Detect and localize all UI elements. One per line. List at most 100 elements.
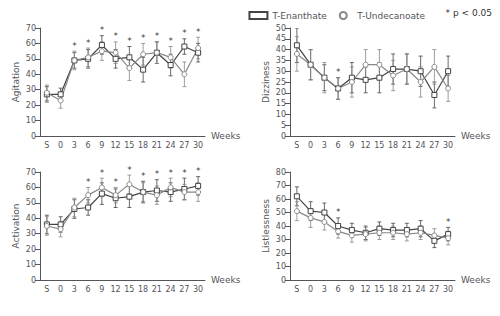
svg-text:12: 12 [111,285,121,294]
svg-text:30: 30 [26,85,36,94]
svg-text:*: * [155,169,160,179]
svg-text:*: * [446,217,451,227]
svg-text:Listlessness: Listlessness [261,199,271,253]
svg-text:0: 0 [308,141,313,150]
svg-text:0: 0 [308,285,313,294]
svg-text:12: 12 [361,285,371,294]
svg-text:50: 50 [26,54,36,63]
svg-text:15: 15 [374,285,384,294]
svg-text:45: 45 [276,34,286,43]
svg-text:Weeks: Weeks [211,275,241,285]
svg-text:*: * [168,168,173,178]
svg-text:27: 27 [179,141,189,150]
svg-text:10: 10 [276,262,286,271]
svg-text:30: 30 [276,67,286,76]
svg-text:*: * [86,177,91,187]
svg-text:3: 3 [72,141,77,150]
svg-text:20: 20 [26,101,36,110]
svg-text:S: S [44,141,49,150]
svg-text:*: * [72,41,77,51]
svg-text:6: 6 [336,141,341,150]
svg-text:0: 0 [281,276,286,285]
svg-text:10: 10 [276,110,286,119]
svg-text:3: 3 [72,285,77,294]
svg-text:40: 40 [26,214,36,223]
svg-text:70: 70 [26,168,36,177]
svg-text:15: 15 [276,99,286,108]
svg-text:9: 9 [99,285,104,294]
svg-text:3: 3 [322,141,327,150]
svg-text:40: 40 [26,70,36,79]
svg-text:30: 30 [443,285,453,294]
svg-text:50: 50 [26,198,36,207]
svg-text:50: 50 [276,208,286,217]
svg-text:S: S [294,285,299,294]
svg-text:15: 15 [124,285,134,294]
svg-text:S: S [44,285,49,294]
svg-text:80: 80 [276,168,286,177]
svg-text:*: * [182,28,187,38]
svg-text:*: * [196,27,201,37]
svg-text:70: 70 [276,181,286,190]
svg-text:24: 24 [166,141,176,150]
svg-text:Dizziness: Dizziness [261,61,271,103]
svg-text:0: 0 [58,141,63,150]
svg-text:25: 25 [276,78,286,87]
svg-text:Agitation: Agitation [11,62,21,103]
svg-text:10: 10 [26,260,36,269]
svg-text:*: * [168,36,173,46]
svg-text:30: 30 [276,235,286,244]
svg-text:24: 24 [166,285,176,294]
svg-text:9: 9 [349,285,354,294]
svg-text:*: * [113,31,118,41]
svg-text:Weeks: Weeks [461,275,491,285]
svg-text:3: 3 [322,285,327,294]
svg-text:5: 5 [281,121,286,130]
svg-text:*: * [100,25,105,35]
svg-text:27: 27 [429,141,439,150]
svg-text:70: 70 [26,24,36,33]
svg-text:18: 18 [138,285,148,294]
svg-text:10: 10 [26,116,36,125]
svg-text:*: * [141,33,146,43]
svg-text:35: 35 [276,56,286,65]
svg-text:*: * [86,38,91,48]
svg-text:18: 18 [388,285,398,294]
svg-text:*: * [196,166,201,176]
svg-text:*: * [336,67,341,77]
svg-text:60: 60 [26,39,36,48]
svg-text:21: 21 [402,285,412,294]
svg-text:20: 20 [26,245,36,254]
svg-text:30: 30 [26,229,36,238]
svg-text:18: 18 [388,141,398,150]
svg-text:24: 24 [416,141,426,150]
svg-text:15: 15 [374,141,384,150]
svg-text:40: 40 [276,222,286,231]
svg-text:6: 6 [86,141,91,150]
svg-text:60: 60 [276,195,286,204]
svg-text:60: 60 [26,183,36,192]
svg-text:21: 21 [402,141,412,150]
svg-text:*: * [100,168,105,178]
svg-text:27: 27 [179,285,189,294]
svg-text:12: 12 [361,141,371,150]
svg-text:30: 30 [193,285,203,294]
svg-text:21: 21 [152,285,162,294]
svg-text:9: 9 [99,141,104,150]
svg-text:30: 30 [443,141,453,150]
svg-text:0: 0 [58,285,63,294]
svg-text:Activation: Activation [11,203,21,248]
svg-text:*: * [182,168,187,178]
svg-text:*: * [127,36,132,46]
svg-text:50: 50 [276,24,286,33]
svg-text:S: S [294,141,299,150]
svg-text:20: 20 [276,88,286,97]
svg-text:27: 27 [429,285,439,294]
svg-text:6: 6 [336,285,341,294]
svg-text:18: 18 [138,141,148,150]
svg-text:Weeks: Weeks [211,131,241,141]
svg-text:Weeks: Weeks [461,131,491,141]
svg-text:*: * [127,165,132,175]
svg-text:*: * [336,207,341,217]
svg-text:12: 12 [111,141,121,150]
